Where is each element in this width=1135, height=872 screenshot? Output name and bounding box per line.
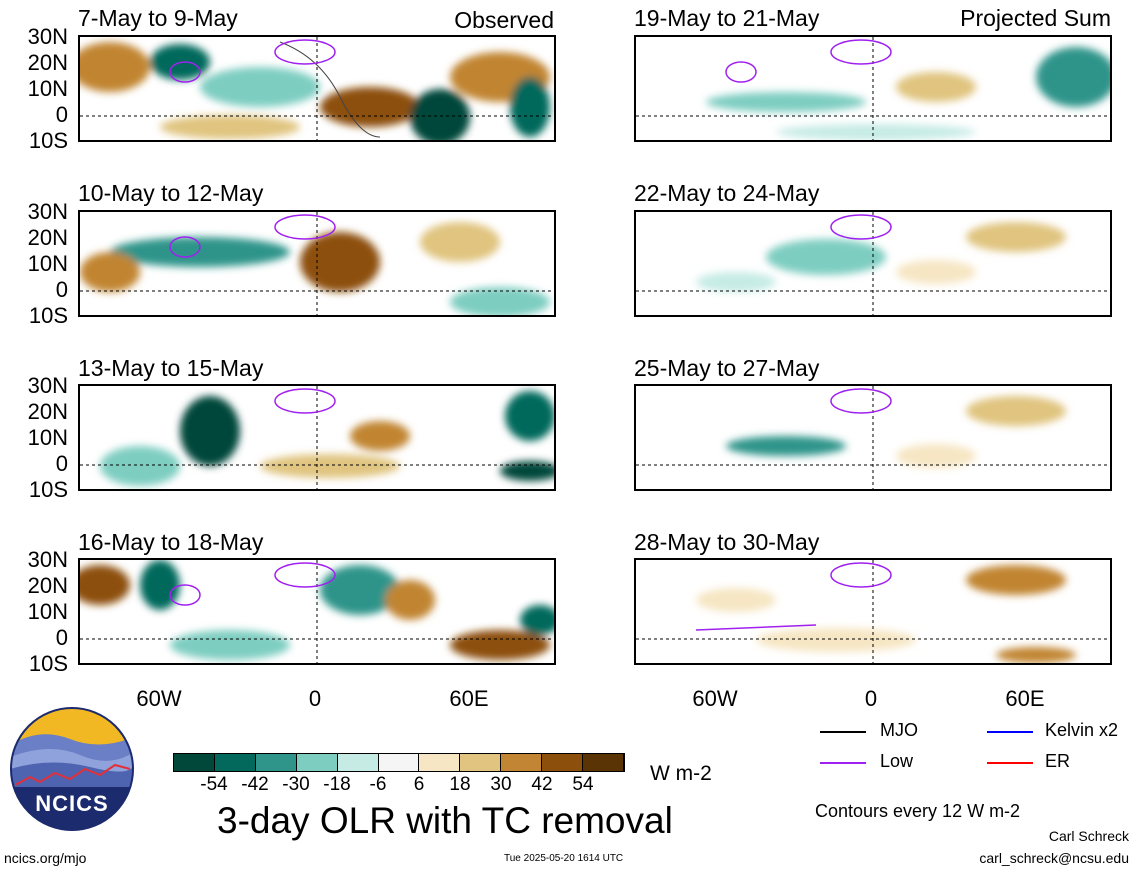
legend-swatch-kelvin [987, 731, 1033, 733]
legend-label: ER [1045, 751, 1071, 771]
olr-map-panel [634, 35, 1112, 142]
panel-title: 7-May to 9-May [78, 5, 238, 31]
colorbar-cell [337, 754, 379, 771]
lat-label: 20N [27, 399, 68, 424]
lon-label: 60W [136, 686, 182, 711]
colorbar-tick-label: -18 [323, 774, 351, 795]
colorbar-tick-label: 30 [490, 774, 512, 795]
lat-label: 20N [27, 225, 68, 250]
panel-tag-projected: Projected Sum [960, 5, 1111, 31]
colorbar-cell [542, 754, 584, 771]
author: Carl Schreck [1048, 828, 1129, 844]
lat-label: 30N [27, 199, 68, 224]
panel-title: 22-May to 24-May [634, 180, 820, 206]
colorbar-tick-label: -30 [282, 774, 310, 795]
olr-map-panel [78, 35, 556, 142]
lat-label: 10N [27, 76, 68, 101]
panel-title: 28-May to 30-May [634, 529, 820, 555]
colorbar-cell [583, 754, 624, 771]
lat-label: 30N [27, 24, 68, 49]
olr-map-panel [634, 558, 1112, 665]
lon-label: 0 [864, 686, 878, 711]
contours-note: Contours every 12 W m-2 [815, 801, 1021, 821]
legend-label: Low [880, 751, 914, 771]
lat-label: 0 [55, 625, 68, 650]
lat-label: 30N [27, 373, 68, 398]
olr-map-panel [78, 384, 556, 491]
logo-text: NCICS [35, 791, 109, 816]
panel-tag-observed: Observed [454, 7, 554, 33]
email: carl_schreck@ncsu.edu [979, 850, 1129, 866]
lon-label: 0 [308, 686, 322, 711]
colorbar-cell [296, 754, 338, 771]
olr-map-panel [634, 384, 1112, 491]
lat-label: 0 [55, 451, 68, 476]
colorbar-cell [255, 754, 297, 771]
lat-label: 0 [55, 277, 68, 302]
lat-label: 10S [28, 128, 68, 153]
colorbar-tick-label: 54 [572, 774, 594, 795]
legend-swatch-er [987, 762, 1033, 764]
colorbar-tick-label: 42 [531, 774, 553, 795]
main-title: 3-day OLR with TC removal [217, 800, 673, 841]
panel-title: 13-May to 15-May [78, 355, 264, 381]
colorbar-cell [378, 754, 420, 771]
timestamp: Tue 2025-05-20 1614 UTC [504, 853, 624, 864]
colorbar [173, 753, 625, 772]
lat-label: 10N [27, 251, 68, 276]
lat-label: 10S [28, 303, 68, 328]
panel-title: 19-May to 21-May [634, 5, 820, 31]
panel-title: 10-May to 12-May [78, 180, 264, 206]
colorbar-cell [174, 754, 215, 771]
legend-label: Kelvin x2 [1045, 720, 1119, 740]
ncics-logo: NCICS [10, 707, 134, 831]
lat-label: 10N [27, 599, 68, 624]
colorbar-cell [460, 754, 502, 771]
colorbar-tick-label: 18 [449, 774, 471, 795]
site-link[interactable]: ncics.org/mjo [4, 850, 87, 866]
lat-label: 10N [27, 425, 68, 450]
lat-label: 10S [28, 477, 68, 502]
lat-label: 20N [27, 50, 68, 75]
lat-label: 30N [27, 547, 68, 572]
lon-label: 60W [692, 686, 738, 711]
colorbar-tick-label: -54 [200, 774, 228, 795]
colorbar-tick-label: 6 [413, 774, 425, 795]
lon-label: 60E [1005, 686, 1045, 711]
lat-label: 0 [55, 102, 68, 127]
colorbar-cell [419, 754, 461, 771]
legend-swatch-low [820, 762, 866, 764]
olr-map-panel [78, 210, 556, 317]
colorbar-units: W m-2 [650, 762, 712, 785]
legend-label: MJO [880, 720, 918, 740]
lat-label: 10S [28, 651, 68, 676]
colorbar-tick-label: -6 [369, 774, 387, 795]
legend-swatch-mjo [820, 731, 866, 733]
olr-map-panel [78, 558, 556, 665]
lat-label: 20N [27, 573, 68, 598]
olr-map-panel [634, 210, 1112, 317]
panel-title: 25-May to 27-May [634, 355, 820, 381]
colorbar-cell [501, 754, 543, 771]
lon-label: 60E [449, 686, 489, 711]
colorbar-tick-label: -42 [241, 774, 269, 795]
panel-title: 16-May to 18-May [78, 529, 264, 555]
colorbar-cell [214, 754, 256, 771]
